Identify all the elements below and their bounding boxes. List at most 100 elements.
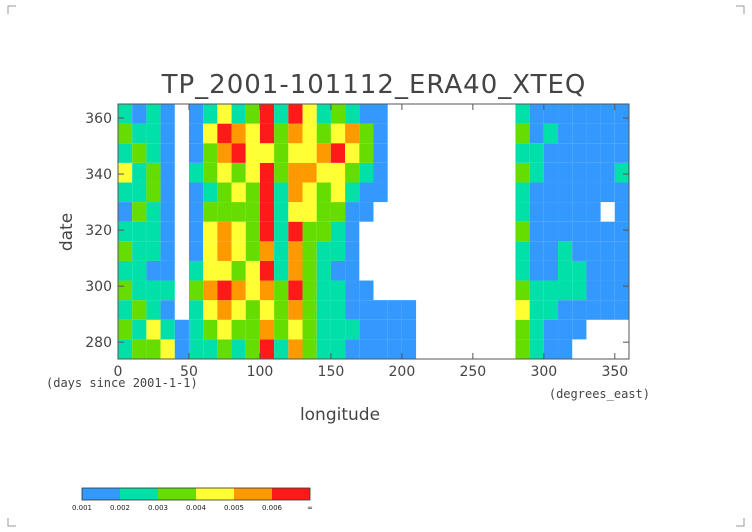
cell	[529, 202, 544, 222]
cell	[401, 300, 417, 320]
cell	[586, 320, 600, 340]
cell	[203, 300, 218, 320]
cell	[473, 202, 487, 222]
cell	[473, 261, 487, 281]
cell	[601, 339, 615, 359]
cell	[231, 162, 246, 183]
cell	[146, 202, 161, 222]
cell	[217, 104, 232, 124]
cell	[359, 241, 373, 261]
cell	[515, 104, 530, 124]
cell	[330, 221, 346, 242]
colorbar-swatch	[120, 488, 158, 500]
cell	[188, 162, 204, 183]
cell	[487, 300, 501, 320]
cell	[388, 143, 402, 163]
cell	[558, 143, 573, 163]
cell	[302, 339, 317, 359]
cell	[316, 221, 331, 242]
cell	[274, 104, 289, 124]
cell	[430, 143, 444, 163]
cell	[345, 123, 360, 144]
x-tick-label: 0	[114, 364, 123, 380]
colorbar-label: 0.004	[186, 504, 207, 512]
cell	[203, 319, 218, 340]
cell	[614, 202, 629, 222]
cell	[302, 280, 317, 301]
cell	[586, 182, 601, 203]
cell	[146, 123, 161, 144]
cell	[473, 104, 487, 124]
cell	[316, 319, 331, 340]
cell	[586, 241, 601, 261]
cell	[160, 260, 175, 281]
cell	[543, 319, 559, 340]
cell	[586, 280, 601, 301]
cell	[373, 300, 388, 320]
cell	[614, 221, 629, 242]
cell	[543, 182, 559, 203]
cell	[444, 320, 458, 340]
cell	[132, 202, 147, 222]
cell	[558, 182, 573, 203]
cell	[245, 260, 260, 281]
cell	[402, 202, 416, 222]
cell	[614, 300, 629, 320]
cell	[586, 104, 601, 124]
colorbar-label: 0.005	[224, 504, 244, 512]
cell	[118, 202, 133, 222]
cell	[245, 319, 260, 340]
cell	[188, 241, 204, 261]
cell	[118, 162, 133, 183]
cell	[558, 104, 573, 124]
cell	[118, 339, 133, 359]
cell	[543, 280, 559, 301]
cell	[175, 202, 189, 222]
cell	[515, 280, 530, 301]
cell	[430, 182, 444, 202]
cell	[600, 260, 615, 281]
heatmap	[118, 104, 629, 359]
cell	[388, 222, 402, 242]
plot-frame	[117, 103, 630, 360]
cell	[359, 202, 374, 222]
cell	[387, 300, 402, 320]
cell	[600, 280, 615, 301]
cell	[274, 162, 289, 183]
cell	[259, 182, 275, 203]
cell	[572, 241, 587, 261]
cell	[288, 319, 303, 340]
cell	[217, 162, 232, 183]
cell	[245, 143, 260, 163]
cell	[501, 124, 515, 144]
cell	[245, 162, 260, 183]
cell	[146, 280, 161, 301]
cell	[459, 281, 473, 301]
colorbar-swatch	[158, 488, 196, 500]
chart-title: TP_2001-101112_ERA40_XTEQ	[161, 70, 587, 100]
cell	[146, 221, 161, 242]
cell	[245, 221, 260, 242]
cell	[487, 202, 501, 222]
cell	[288, 123, 303, 144]
cell	[388, 124, 402, 144]
cell	[600, 241, 615, 261]
cell	[345, 300, 360, 320]
cell	[430, 163, 444, 183]
cell	[529, 280, 544, 301]
cell	[288, 280, 303, 301]
cell	[558, 300, 573, 320]
cell	[515, 300, 530, 320]
cell	[359, 339, 374, 359]
cell	[174, 339, 189, 359]
cell	[501, 163, 515, 183]
cell	[430, 124, 444, 144]
cell	[274, 280, 289, 301]
cell	[188, 202, 204, 222]
cell	[416, 320, 430, 340]
cell	[160, 221, 175, 242]
cell	[586, 143, 601, 163]
x-axis-label: longitude	[300, 405, 380, 425]
cell	[288, 241, 303, 261]
cell	[444, 202, 458, 222]
